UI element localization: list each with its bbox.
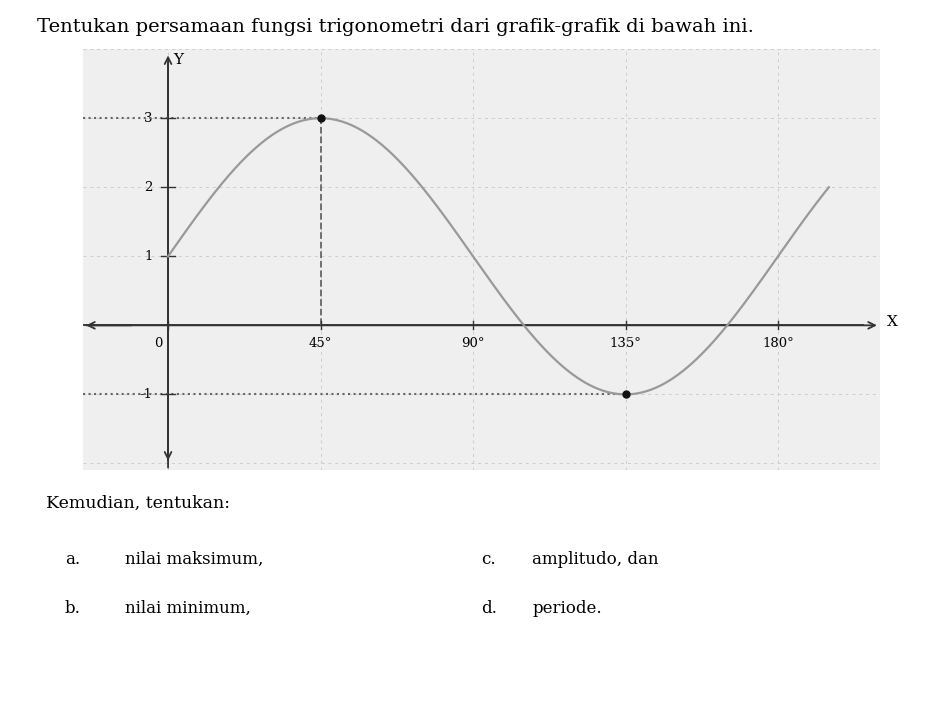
Text: nilai minimum,: nilai minimum, xyxy=(125,600,251,617)
Text: amplitudo, dan: amplitudo, dan xyxy=(532,551,659,568)
Text: 2: 2 xyxy=(144,180,153,194)
Text: a.: a. xyxy=(65,551,80,568)
Text: 1: 1 xyxy=(144,250,153,263)
Text: Y: Y xyxy=(173,53,183,67)
Text: d.: d. xyxy=(482,600,497,617)
Text: -1: -1 xyxy=(140,388,153,401)
Text: X: X xyxy=(886,315,897,329)
Text: 0: 0 xyxy=(154,337,162,350)
Text: 135°: 135° xyxy=(609,337,642,350)
Text: 180°: 180° xyxy=(762,337,794,350)
Text: Kemudian, tentukan:: Kemudian, tentukan: xyxy=(46,495,231,512)
Text: b.: b. xyxy=(65,600,81,617)
Text: 3: 3 xyxy=(144,112,153,125)
Text: nilai maksimum,: nilai maksimum, xyxy=(125,551,263,568)
Text: periode.: periode. xyxy=(532,600,602,617)
Text: 90°: 90° xyxy=(461,337,485,350)
Text: 45°: 45° xyxy=(309,337,332,350)
Text: c.: c. xyxy=(482,551,496,568)
Text: Tentukan persamaan fungsi trigonometri dari grafik-grafik di bawah ini.: Tentukan persamaan fungsi trigonometri d… xyxy=(37,18,754,36)
